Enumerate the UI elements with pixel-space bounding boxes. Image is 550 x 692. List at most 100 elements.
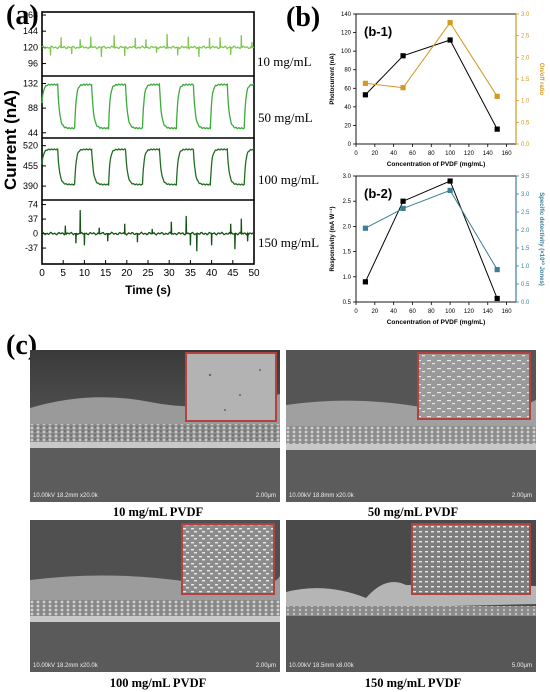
current-time-chart: 168 144 120 96 132 88 44 520 455 390 74 37 0 -37 0 5 10 1… (1, 10, 260, 297)
trace-label-50: 50 mg/mL (258, 110, 313, 125)
y2-tick-label: 0.0 (521, 142, 530, 148)
current-trace (41, 210, 255, 252)
sem-scale-bar: 2.00μm (255, 663, 276, 669)
series-line (365, 21, 498, 97)
y2-tick-label: 1.5 (521, 246, 530, 252)
y2-tick-label: 3.0 (521, 12, 530, 18)
x-tick-label: 0 (39, 268, 45, 279)
y-axis-label: Photocurrent (nA) (330, 53, 336, 104)
y2-tick-label: 1.0 (521, 99, 530, 105)
y-tick-label: 44 (28, 128, 38, 138)
y-tick-label: 1.5 (343, 250, 352, 256)
x-tick-label: 25 (142, 268, 154, 279)
data-point (400, 85, 406, 91)
trace-label-100: 100 mg/mL (258, 172, 320, 187)
x-tick-label: 100 (445, 151, 456, 157)
data-point (400, 53, 406, 59)
sem-image-10: 10.00kV 18.2mm x20.0k 2.00μm (30, 350, 280, 502)
x-tick-label: 120 (464, 151, 475, 157)
y2-tick-label: 3.0 (521, 192, 530, 198)
data-point (447, 20, 453, 26)
x-tick-label: 0 (354, 309, 358, 315)
x-tick-label: 15 (100, 268, 112, 279)
y2-tick-label: 2.0 (521, 228, 530, 234)
data-point (400, 205, 406, 211)
photocurrent-chart: (b-1) 0 20 40 60 80 100 120 140 160 Concentration … (330, 12, 544, 168)
data-point (494, 93, 500, 99)
sem-caption-100: 100 mg/mL PVDF (109, 676, 207, 690)
data-point (494, 267, 500, 273)
x-tick-label: 5 (60, 268, 66, 279)
current-trace (41, 33, 255, 57)
y-tick-label: 88 (28, 103, 38, 113)
y2-tick-label: 0.0 (521, 300, 530, 306)
y-tick-label: 0 (33, 229, 38, 239)
y2-tick-label: 1.5 (521, 77, 530, 83)
y2-tick-label: 0.5 (521, 282, 530, 288)
data-point (362, 225, 369, 231)
x-tick-label: 120 (464, 309, 475, 315)
x-tick-label: 160 (502, 151, 513, 157)
chart-title: (b-1) (364, 24, 392, 39)
x-tick-label: 100 (445, 309, 456, 315)
y-tick-label: 120 (23, 42, 38, 52)
y2-tick-label: 2.0 (521, 55, 530, 61)
data-point (362, 92, 369, 98)
series-line (365, 39, 498, 130)
x-axis-label: Concentration of PVDF (mg/mL) (387, 319, 486, 326)
y-tick-label: 2.5 (343, 199, 352, 205)
sem-micrograph (30, 520, 280, 672)
y-tick-label: 74 (28, 200, 38, 210)
sem-image-50: 10.00kV 18.8mm x20.0k 2.00μm (286, 350, 536, 502)
x-tick-label: 80 (428, 309, 435, 315)
y-tick-label: 0 (348, 142, 352, 148)
series-line (364, 180, 498, 299)
y-tick-label: 37 (28, 214, 38, 224)
current-trace (41, 82, 255, 130)
sem-caption-50: 50 mg/mL PVDF (367, 505, 459, 519)
data-point (400, 198, 406, 204)
x-tick-label: 20 (121, 268, 133, 279)
y-tick-label: 140 (341, 12, 352, 18)
y-tick-label: 3.0 (343, 174, 352, 180)
y2-axis-label: On/off ratio (538, 63, 544, 96)
y-axis-label: Current (nA) (1, 90, 20, 190)
series-line (365, 189, 498, 270)
sem-meta: 10.00kV 18.2mm x20.0k (33, 663, 98, 669)
x-tick-label: 40 (390, 151, 397, 157)
sem-scale-bar: 5.00μm (511, 663, 532, 669)
sem-image-150: 10.00kV 18.5mm x8.00k 5.00μm (286, 520, 536, 672)
x-tick-label: 140 (483, 309, 494, 315)
x-tick-label: 80 (428, 151, 435, 157)
chart-title: (b-2) (364, 186, 392, 201)
x-tick-label: 30 (164, 268, 176, 279)
x-tick-label: 45 (227, 268, 239, 279)
sem-scale-bar: 2.00μm (511, 493, 532, 499)
sem-caption-150: 150 mg/mL PVDF (364, 676, 462, 690)
x-tick-label: 60 (409, 309, 416, 315)
x-tick-label: 0 (354, 151, 358, 157)
y-tick-label: 0.5 (343, 300, 352, 306)
sem-image-100: 10.00kV 18.2mm x20.0k 2.00μm (30, 520, 280, 672)
sem-meta: 10.00kV 18.5mm x8.00k (289, 663, 354, 669)
x-axis-label: Time (s) (125, 283, 171, 297)
y-tick-label: 80 (344, 68, 351, 74)
panel-label-b: (b) (286, 2, 321, 33)
sem-meta: 10.00kV 18.2mm x20.0k (33, 493, 98, 499)
y-tick-label: 20 (344, 123, 351, 129)
panel-label-a: (a) (6, 0, 39, 31)
y-tick-label: 60 (344, 86, 351, 92)
y-tick-label: 390 (23, 181, 38, 191)
x-tick-label: 20 (371, 151, 378, 157)
sem-micrograph (286, 520, 536, 672)
y-tick-label: 100 (341, 49, 352, 55)
y-axis-label: Responsivity (mA W⁻¹) (329, 207, 336, 272)
data-point (494, 295, 500, 302)
data-point (447, 187, 453, 193)
x-tick-label: 20 (371, 309, 378, 315)
data-point (362, 279, 369, 285)
sem-micrograph (286, 350, 536, 502)
y-tick-label: 520 (23, 141, 38, 151)
y2-tick-label: 0.5 (521, 120, 530, 126)
x-tick-label: 140 (483, 151, 494, 157)
